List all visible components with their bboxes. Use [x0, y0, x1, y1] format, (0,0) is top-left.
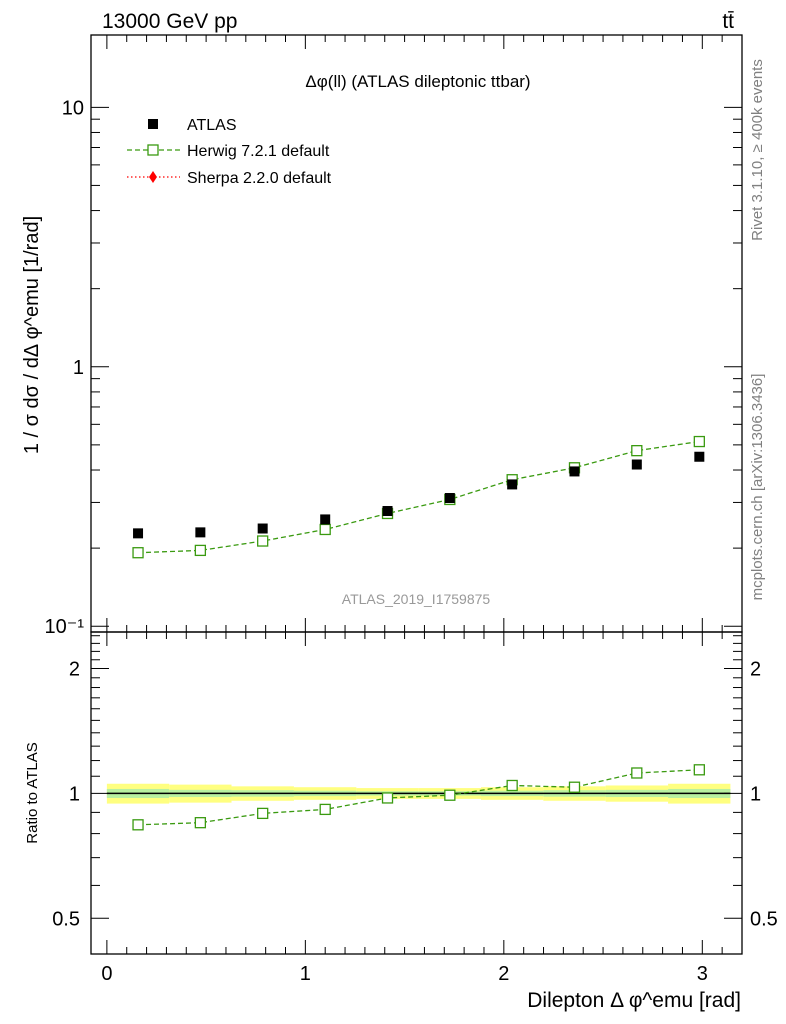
legend-sherpa-label: Sherpa 2.2.0 default: [187, 170, 332, 187]
x-axis-label: Dilepton Δ φ^emu [rad]: [527, 989, 741, 1012]
herwig-point: [693, 435, 705, 448]
x-tick-label: 2: [498, 963, 509, 985]
herwig-ratio-point: [132, 819, 144, 831]
ratio-tick-layer: 0 1 2 3 2 2 1 1 0.5 0.5: [52, 632, 778, 985]
ratio-band-layer: [106, 783, 731, 804]
main-title: Δφ(ll) (ATLAS dileptonic ttbar): [305, 72, 530, 91]
y-tick-label: 10: [62, 97, 84, 119]
atlas-point: [631, 459, 642, 470]
atlas-point: [133, 528, 144, 539]
x-tick-label: 3: [697, 963, 708, 985]
mcplots-source-label: mcplots.cern.ch [arXiv:1306.3436]: [749, 374, 766, 601]
herwig-ratio-point: [319, 803, 331, 816]
herwig-ratio-line: [138, 769, 700, 826]
legend-sherpa-marker: [149, 171, 157, 183]
y-tick-label: 1: [73, 357, 84, 379]
ratio-frame: [90, 631, 743, 955]
legend-herwig-label: Herwig 7.2.1 default: [187, 143, 330, 160]
main-series-layer: [132, 435, 705, 559]
atlas-point: [444, 493, 455, 504]
herwig-line: [138, 440, 700, 554]
x-tick-label: 0: [101, 963, 112, 985]
herwig-ratio-point: [381, 792, 394, 804]
header-right: tt̄: [722, 10, 734, 33]
herwig-ratio-point: [194, 817, 207, 829]
header-left: 13000 GeV pp: [102, 10, 237, 33]
x-tick-label: 1: [300, 963, 311, 985]
legend: ATLAS Herwig 7.2.1 default Sherpa 2.2.0 de…: [127, 117, 332, 187]
herwig-ratio-point: [257, 807, 269, 820]
herwig-ratio-point: [506, 779, 518, 792]
herwig-ratio-point: [444, 789, 456, 801]
ratio-series-layer: [132, 764, 705, 831]
herwig-ratio-point: [631, 767, 643, 779]
y-tick-label: 10⁻¹: [45, 616, 85, 638]
atlas-point: [507, 479, 518, 490]
y-tick-label-left: 0.5: [52, 908, 80, 930]
y-tick-label-right: 1: [750, 783, 761, 805]
atlas-point: [320, 514, 331, 525]
atlas-point: [257, 523, 268, 534]
rivet-version-label: Rivet 3.1.10, ≥ 400k events: [749, 59, 766, 241]
atlas-point: [382, 506, 393, 517]
legend-atlas-marker: [148, 119, 158, 129]
main-ylabel: 1 / σ dσ / dΔ φ^emu [1/rad]: [21, 216, 43, 454]
atlas-point: [694, 451, 705, 462]
y-tick-label-left: 2: [69, 659, 80, 681]
herwig-point: [257, 535, 269, 547]
herwig-point: [194, 544, 207, 557]
atlas-point: [569, 466, 580, 477]
ratio-ylabel: Ratio to ATLAS: [24, 742, 41, 843]
y-tick-label-right: 0.5: [750, 908, 778, 930]
main-watermark: ATLAS_2019_I1759875: [342, 591, 491, 607]
legend-atlas-label: ATLAS: [187, 117, 237, 134]
main-tick-layer: 10 1 10⁻¹: [45, 35, 743, 638]
herwig-ratio-point: [693, 764, 705, 776]
herwig-ratio-point: [568, 781, 581, 793]
y-tick-label-left: 1: [69, 783, 80, 805]
y-tick-label-right: 2: [750, 659, 761, 681]
herwig-point: [132, 547, 144, 559]
herwig-point: [631, 445, 643, 457]
herwig-point: [319, 523, 331, 536]
legend-herwig-marker: [147, 144, 159, 156]
ratio-panel: 0 1 2 3 2 2 1 1 0.5 0.5 Ratio to ATLAS Dilepton Δ…: [24, 631, 778, 1012]
atlas-point: [195, 527, 206, 538]
